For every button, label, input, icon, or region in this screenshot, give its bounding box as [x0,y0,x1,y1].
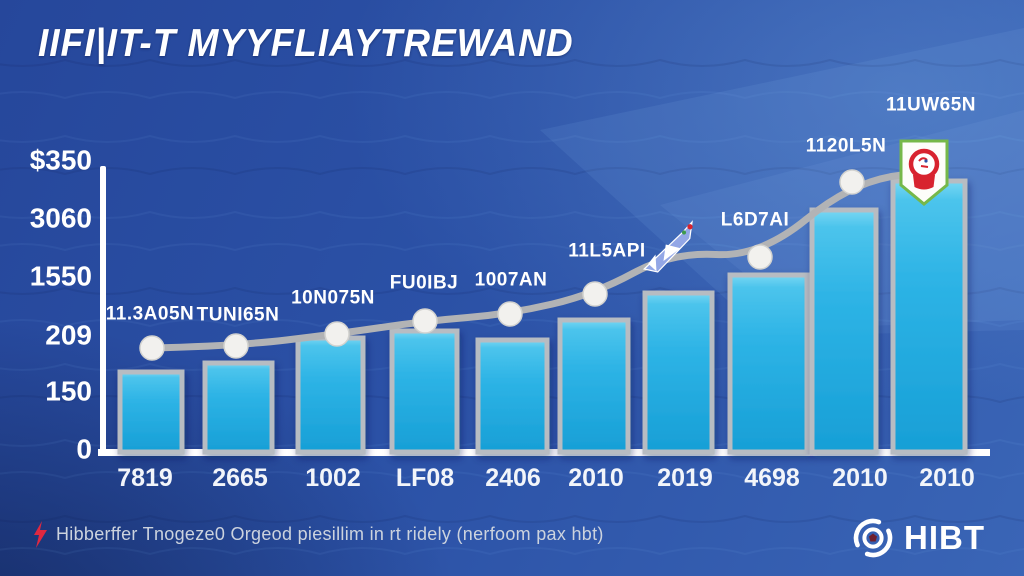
value-labels: 11.3A05N TUNI65N 10N075N FU0IBJ 1007AN 11L5AP… [106,95,976,326]
brand-logo: HIBT [850,515,985,561]
bar [295,335,366,455]
bars [117,178,968,455]
y-tick-label: 0 [76,434,92,465]
x-tick-label: 1002 [305,464,361,492]
bar [557,317,631,455]
x-tick-label: 2010 [919,464,975,492]
value-label: 11UW65N [886,95,976,116]
x-tick-label: LF08 [396,464,454,492]
x-tick-label: 2665 [212,464,268,492]
target-arcs-icon [853,518,893,558]
line-marker [223,333,249,359]
x-tick-label: 2019 [657,464,713,492]
y-axis-labels: $350 3060 1550 209 150 0 [30,145,92,465]
value-label: 11L5API [568,241,645,262]
lightning-icon [34,521,47,548]
bar [117,369,185,455]
line-marker [324,321,350,347]
bar [475,337,550,455]
page-title: IIFI|IT-T MYYFLIAYTREWAND [38,22,574,65]
x-axis-labels: 7819 2665 1002 LF08 2406 2010 2019 4698 2010 2010 [117,464,975,492]
value-label: TUNI65N [197,305,280,326]
trend-line [139,166,942,361]
line-marker [497,301,523,327]
y-tick-label: $350 [30,145,92,176]
line-marker [582,281,608,307]
brand-logo-text: HIBT [904,519,985,556]
x-tick-label: 2010 [832,464,888,492]
x-tick-label: 4698 [744,464,800,492]
footnote-text: Hibberffer Tnogeze0 Orgeod piesillim in … [56,524,604,544]
footnote: Hibberffer Tnogeze0 Orgeod piesillim in … [34,521,604,548]
value-label: 11.3A05N [106,304,195,325]
bar [202,360,275,455]
airplane-icon [642,220,693,273]
bar [727,272,810,455]
value-label: L6D7AI [721,210,789,231]
y-tick-label: 150 [45,376,92,407]
value-label: 1120L5N [806,136,887,157]
value-label: 1007AN [475,270,548,291]
value-label: FU0IBJ [390,273,458,294]
value-label: 10N075N [291,288,375,309]
bar [642,290,715,455]
award-badge-icon [899,139,949,206]
x-tick-label: 7819 [117,464,173,492]
y-tick-label: 209 [45,320,92,351]
bar [389,328,460,455]
bar [890,178,968,455]
x-tick-label: 2406 [485,464,541,492]
y-tick-label: 1550 [30,261,92,292]
line-marker [747,244,773,270]
y-tick-label: 3060 [30,203,92,234]
line-marker [839,169,865,195]
line-marker [139,335,165,361]
bar [809,207,879,455]
line-marker [412,308,438,334]
x-tick-label: 2010 [568,464,624,492]
